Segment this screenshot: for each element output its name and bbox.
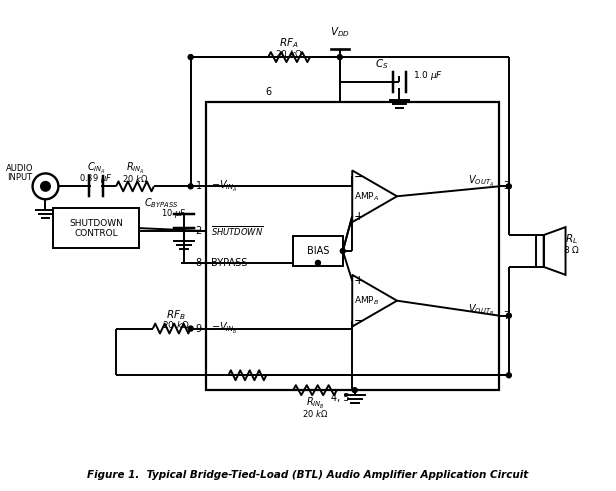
Text: 7: 7 — [503, 311, 509, 321]
Bar — [536, 235, 544, 267]
Text: $+$: $+$ — [352, 274, 364, 287]
Text: $RF_B$: $RF_B$ — [166, 308, 185, 322]
Text: $RF_A$: $RF_A$ — [279, 36, 299, 50]
Circle shape — [41, 182, 50, 191]
Text: $20\ k\Omega$: $20\ k\Omega$ — [302, 408, 328, 418]
Text: AMP$_B$: AMP$_B$ — [354, 295, 379, 307]
Text: $V_{DD}$: $V_{DD}$ — [330, 26, 350, 39]
Text: $1.0\ \mu F$: $1.0\ \mu F$ — [413, 69, 444, 82]
Text: $\overline{SHUTDOWN}$: $\overline{SHUTDOWN}$ — [211, 224, 263, 238]
Circle shape — [506, 184, 511, 189]
Bar — [54, 208, 139, 248]
Circle shape — [506, 313, 511, 318]
Circle shape — [352, 388, 357, 393]
Text: $0.39\ \mu F$: $0.39\ \mu F$ — [79, 172, 113, 185]
Text: SHUTDOWN: SHUTDOWN — [69, 218, 123, 228]
Circle shape — [506, 373, 511, 378]
Text: $10\ \mu F$: $10\ \mu F$ — [161, 207, 187, 219]
Text: $-$: $-$ — [352, 314, 364, 327]
Text: $-V_{IN_A}$: $-V_{IN_A}$ — [211, 179, 237, 194]
Text: $R_{IN_A}$: $R_{IN_A}$ — [126, 161, 144, 176]
Circle shape — [188, 55, 193, 59]
Text: 1: 1 — [195, 181, 201, 191]
Text: 3: 3 — [503, 181, 509, 191]
Text: $R_L$: $R_L$ — [565, 232, 578, 246]
Text: AMP$_A$: AMP$_A$ — [354, 190, 379, 202]
Text: 9: 9 — [195, 324, 201, 333]
Text: AUDIO: AUDIO — [6, 164, 33, 173]
Circle shape — [338, 55, 342, 59]
Text: 6: 6 — [265, 87, 271, 97]
Text: INPUT: INPUT — [7, 173, 32, 182]
Text: CONTROL: CONTROL — [75, 229, 118, 238]
Text: BYPASS: BYPASS — [211, 258, 247, 268]
Text: 2: 2 — [195, 226, 201, 236]
Circle shape — [315, 260, 320, 266]
Text: $20\ k\Omega$: $20\ k\Omega$ — [275, 48, 303, 58]
Text: $R_{IN_B}$: $R_{IN_B}$ — [306, 396, 325, 410]
Text: $-$: $-$ — [352, 170, 364, 183]
Text: $-V_{IN_B}$: $-V_{IN_B}$ — [211, 321, 238, 336]
Bar — [206, 102, 499, 390]
Text: $V_{OUT_A}$: $V_{OUT_A}$ — [468, 174, 494, 189]
Text: $+$: $+$ — [352, 210, 364, 222]
Text: $20\ k\Omega$: $20\ k\Omega$ — [122, 173, 148, 184]
Text: $C_{BYPASS}$: $C_{BYPASS}$ — [144, 196, 179, 210]
Text: $20\ k\Omega$: $20\ k\Omega$ — [162, 319, 190, 330]
Text: BIAS: BIAS — [307, 246, 329, 256]
Text: Figure 1.  Typical Bridge-Tied-Load (BTL) Audio Amplifier Application Circuit: Figure 1. Typical Bridge-Tied-Load (BTL)… — [87, 470, 529, 480]
Text: $C_S$: $C_S$ — [375, 57, 389, 71]
Circle shape — [188, 326, 193, 331]
Text: 4, 5: 4, 5 — [331, 393, 349, 403]
Circle shape — [340, 248, 346, 253]
Text: $C_{IN_A}$: $C_{IN_A}$ — [87, 161, 105, 176]
Text: $V_{OUT_B}$: $V_{OUT_B}$ — [468, 303, 494, 318]
Text: $8\ \Omega$: $8\ \Omega$ — [563, 245, 580, 255]
Circle shape — [188, 184, 193, 189]
Bar — [293, 236, 342, 266]
Text: 8: 8 — [195, 258, 201, 268]
